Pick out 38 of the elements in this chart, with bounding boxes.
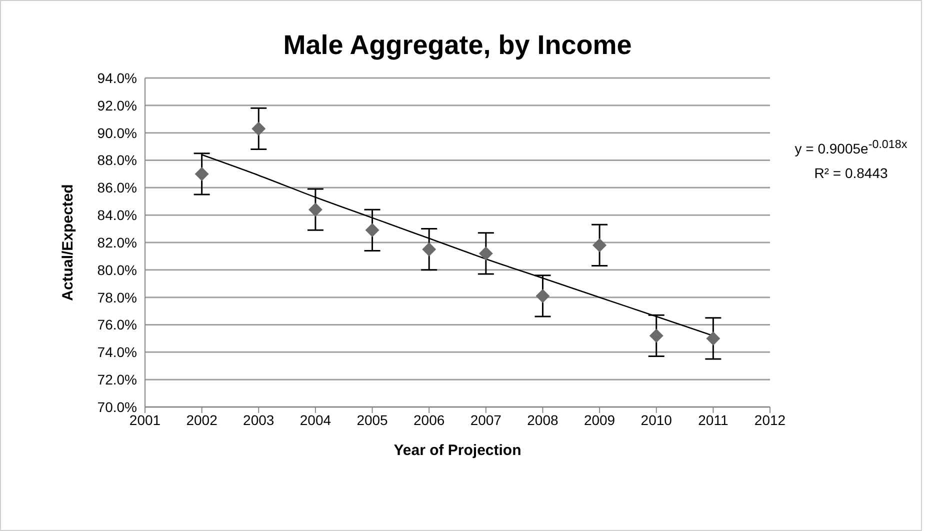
- point: [252, 122, 266, 136]
- x-tick-label: 2010: [640, 412, 672, 428]
- y-tick-label: 76.0%: [97, 316, 137, 333]
- x-tick-label: 2002: [186, 412, 218, 428]
- y-tick-label: 88.0%: [97, 152, 137, 168]
- x-tick-label: 2009: [584, 412, 616, 428]
- y-tick-label: 74.0%: [97, 344, 137, 360]
- x-tick-label: 2003: [243, 412, 274, 428]
- point: [365, 223, 380, 238]
- y-tick-label: 80.0%: [97, 262, 137, 278]
- text: R² = 0.8443: [813, 164, 889, 183]
- y-tick-label: 92.0%: [97, 97, 137, 114]
- x-tick-label: 2005: [356, 412, 388, 428]
- point: [422, 242, 436, 256]
- y-tick-label: 72.0%: [97, 372, 137, 388]
- y-tick-label: 86.0%: [97, 180, 137, 196]
- point: [649, 328, 664, 343]
- x-tick-label: 2011: [698, 412, 728, 428]
- point: [308, 202, 322, 217]
- point: [706, 331, 720, 346]
- x-tick-label: 2006: [414, 412, 445, 428]
- x-tick-label: 2007: [470, 412, 502, 428]
- y-tick-label: 84.0%: [97, 207, 137, 224]
- point: [592, 238, 607, 252]
- y-tick-label: 82.0%: [97, 234, 137, 250]
- text: y = 0.9005e$^{-0.018x}$: [794, 137, 908, 159]
- x-tick-label: 2008: [527, 412, 559, 428]
- x-axis-title: Year of Projection: [394, 442, 522, 459]
- y-tick-label: 94.0%: [97, 70, 137, 86]
- point: [194, 166, 209, 181]
- x-tick-label: 2004: [300, 412, 332, 428]
- y-tick-label: 78.0%: [97, 289, 137, 306]
- chart-title: Male Aggregate, by Income: [282, 30, 633, 61]
- x-tick-label: 2012: [754, 412, 786, 428]
- point: [536, 288, 550, 303]
- y-axis-title: Actual/Expected: [59, 184, 76, 301]
- y-tick-label: 90.0%: [97, 124, 137, 141]
- point: [478, 246, 493, 260]
